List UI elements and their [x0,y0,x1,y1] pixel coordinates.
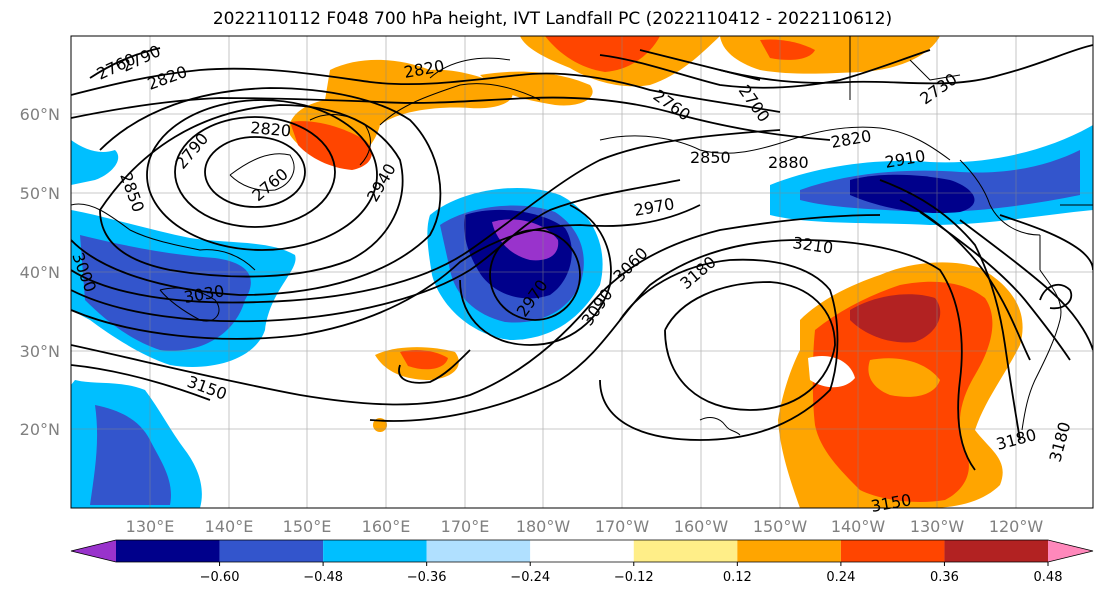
contour-label: 2820 [250,118,292,140]
lon-label: 130°W [910,517,965,536]
colorbar-outline [70,539,1094,563]
lon-label: 150°E [283,517,332,536]
lon-label: 130°E [126,517,175,536]
colorbar-segment [737,540,841,562]
contour-label: 2880 [768,153,809,172]
colorbar-segment [840,540,945,562]
contour-label: 3210 [791,233,834,257]
colorbar-segment [323,540,427,562]
lat-label: 50°N [20,184,60,203]
latitude-labels: 60°N 50°N 40°N 30°N 20°N [20,105,60,439]
lat-label: 30°N [20,342,60,361]
colorbar-tick-label: 0.36 [930,570,959,585]
colorbar-tick-label: −0.48 [303,570,343,585]
contour-label: 2940 [363,160,400,205]
lon-label: 120°W [989,517,1044,536]
coastlines [71,36,1093,436]
colorbar-segment [426,540,531,562]
lon-label: 170°E [441,517,490,536]
colorbar-tick-label: 0.24 [826,570,855,585]
contour-labels: 2760 2790 2820 2820 2760 2790 2850 2820 … [68,41,1074,516]
colorbar-segment [633,540,738,562]
colorbar-segment [530,540,634,562]
map-frame [70,35,1094,509]
contour-label: 2820 [829,126,872,152]
colorbar-tick-label: −0.36 [407,570,447,585]
lon-label: 140°W [831,517,886,536]
lat-label: 20°N [20,420,60,439]
lon-label: 170°W [595,517,650,536]
contour-label: 2850 [116,170,148,215]
contour-label: 2850 [690,148,731,167]
colorbar-extend-low [71,540,116,562]
contour-label: 2730 [916,69,960,108]
height-contours [71,44,1093,471]
lon-label: 160°W [674,517,729,536]
contour-label: 2820 [145,62,190,94]
contour-label: 3060 [609,244,651,286]
lat-label: 40°N [20,263,60,282]
colorbar-segment [944,540,1048,562]
colorbar-tick-label: 0.12 [723,570,752,585]
contour-label: 2970 [632,194,675,220]
lon-label: 160°E [362,517,411,536]
colorbar-tick-label: −0.24 [510,570,550,585]
contour-label: 3180 [1046,420,1075,464]
colorbar-segment [116,540,220,562]
colorbar-extend-high [1048,540,1093,562]
colorbar-tick-label: 0.48 [1034,570,1063,585]
colorbar-tick-label: −0.60 [200,570,240,585]
contour-label: 2760 [650,86,694,125]
colorbar: −0.60 −0.48 −0.36 −0.24 −0.12 0.12 0.24 0.36 0.4… [70,539,1094,585]
graticule [71,36,1093,508]
colorbar-segment [219,540,324,562]
contour-label: 2790 [119,41,164,75]
longitude-labels: 130°E 140°E 150°E 160°E 170°E 180°W 170°… [126,517,1044,536]
colorbar-tick-label: −0.12 [614,570,654,585]
lat-label: 60°N [20,105,60,124]
lon-label: 150°W [753,517,808,536]
map-title: 2022110112 F048 700 hPa height, IVT Land… [212,9,893,29]
lon-label: 180°W [516,517,571,536]
lon-label: 140°E [205,517,254,536]
